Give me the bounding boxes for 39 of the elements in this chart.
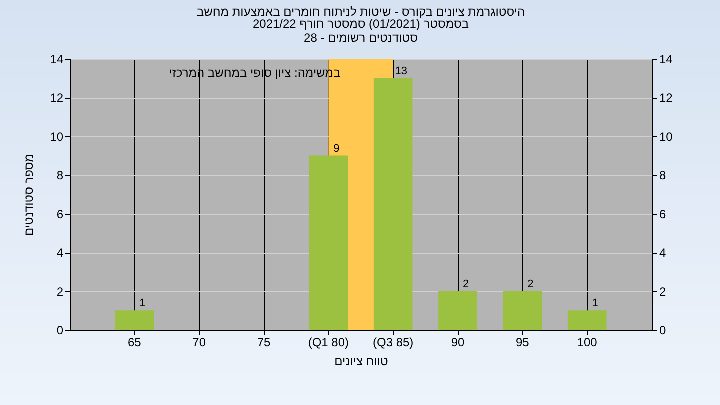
bar <box>503 291 542 330</box>
y2-tick-label: 6 <box>660 207 666 222</box>
x-tick-label: 100 <box>577 336 598 350</box>
y2-tick-label: 10 <box>660 130 674 144</box>
data-label: 2 <box>462 278 470 290</box>
y-tick-label: 0 <box>56 324 64 338</box>
y-tick-label: 12 <box>50 91 64 106</box>
y-tick-label: 14 <box>50 52 64 66</box>
y-axis-title: מספר סטודנטים <box>22 154 36 236</box>
y-tick-label: 4 <box>56 246 64 260</box>
bar <box>438 291 478 330</box>
data-label: 13 <box>395 65 408 78</box>
x-tick-label: 75 <box>257 336 271 350</box>
y2-tick-label: 0 <box>660 324 666 338</box>
y-tick-label: 2 <box>56 284 64 299</box>
chart-title: היסטוגרמת ציונים בקורס - שיטות לניתוח חומרים באמצעות מחשב <box>196 5 526 19</box>
data-label: 1 <box>592 298 598 310</box>
y2-tick-label: 14 <box>660 52 674 66</box>
bar <box>568 310 607 330</box>
chart-subtitle: בסמסטר (01/2021) סמסטר חורף 2021/22 סטודנטים רשומים - 28 <box>252 17 470 45</box>
y-tick-label: 10 <box>50 130 64 144</box>
data-label: 2 <box>528 278 534 290</box>
bar <box>115 310 154 330</box>
x-tick-label: (Q1 80) <box>308 336 350 350</box>
data-label: 9 <box>334 142 340 155</box>
y2-tick-label: 2 <box>660 284 666 299</box>
bar <box>309 156 348 330</box>
x-tick-label: 65 <box>128 336 142 350</box>
y2-tick-label: 8 <box>660 168 666 183</box>
y2-tick-label: 12 <box>660 91 674 106</box>
y2-tick-label: 4 <box>660 246 666 260</box>
x-tick-label: (Q3 85) <box>372 336 414 350</box>
x-tick-label: 70 <box>192 336 206 350</box>
x-tick-label: 95 <box>516 336 530 350</box>
y-tick-label: 6 <box>56 207 64 222</box>
data-label: 1 <box>140 298 146 310</box>
x-axis-title: טווח ציונים <box>334 354 389 368</box>
x-tick-label: 90 <box>451 336 465 350</box>
y-tick-label: 8 <box>56 168 64 183</box>
